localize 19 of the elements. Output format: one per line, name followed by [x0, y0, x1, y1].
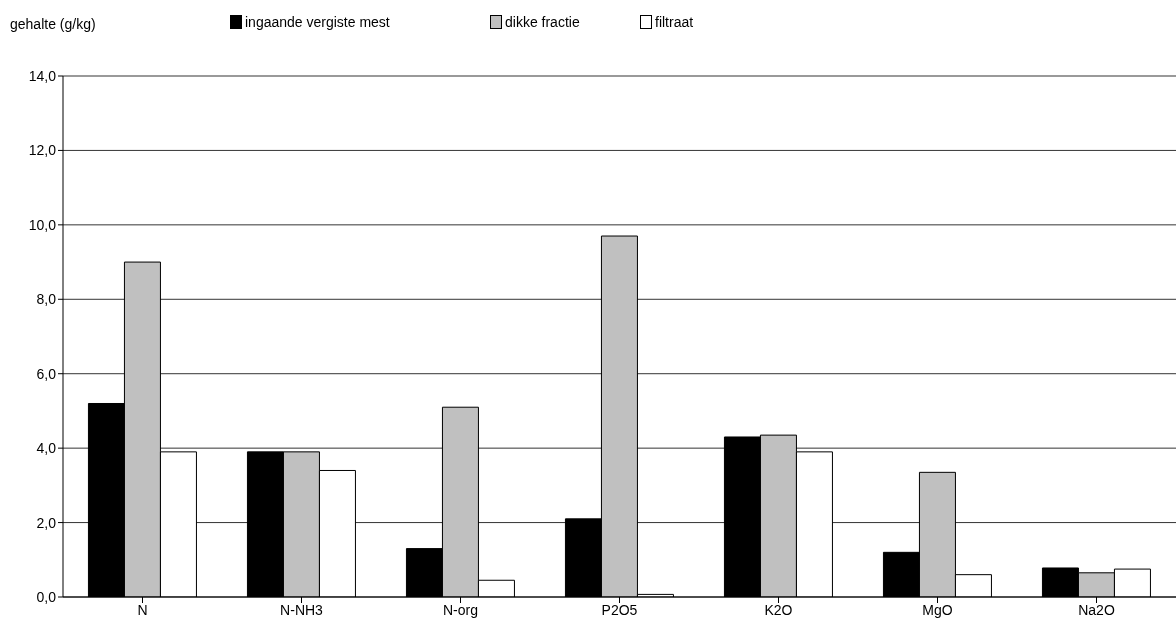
- y-tick-label: 0,0: [36, 588, 57, 605]
- y-tick-label: 10,0: [28, 216, 57, 233]
- y-tick-label: 12,0: [28, 142, 57, 159]
- y-tick-label: 8,0: [36, 291, 57, 308]
- legend-label: filtraat: [655, 14, 694, 30]
- legend-label: ingaande vergiste mest: [245, 14, 390, 30]
- y-tick-label: 4,0: [36, 440, 57, 457]
- x-tick-label: K2O: [764, 601, 793, 618]
- legend-label: dikke fractie: [505, 14, 580, 30]
- y-tick-label: 2,0: [36, 514, 57, 531]
- y-axis-title: gehalte (g/kg): [10, 16, 96, 32]
- y-tick-label: 6,0: [36, 365, 57, 382]
- x-tick-label: N-org: [442, 601, 479, 618]
- x-tick-label: Na2O: [1078, 601, 1115, 618]
- x-tick-label: P2O5: [601, 601, 638, 618]
- x-tick-label: MgO: [922, 601, 953, 618]
- y-tick-label: 14,0: [28, 67, 57, 84]
- x-tick-label: N: [137, 601, 148, 618]
- x-tick-label: N-NH3: [280, 601, 324, 618]
